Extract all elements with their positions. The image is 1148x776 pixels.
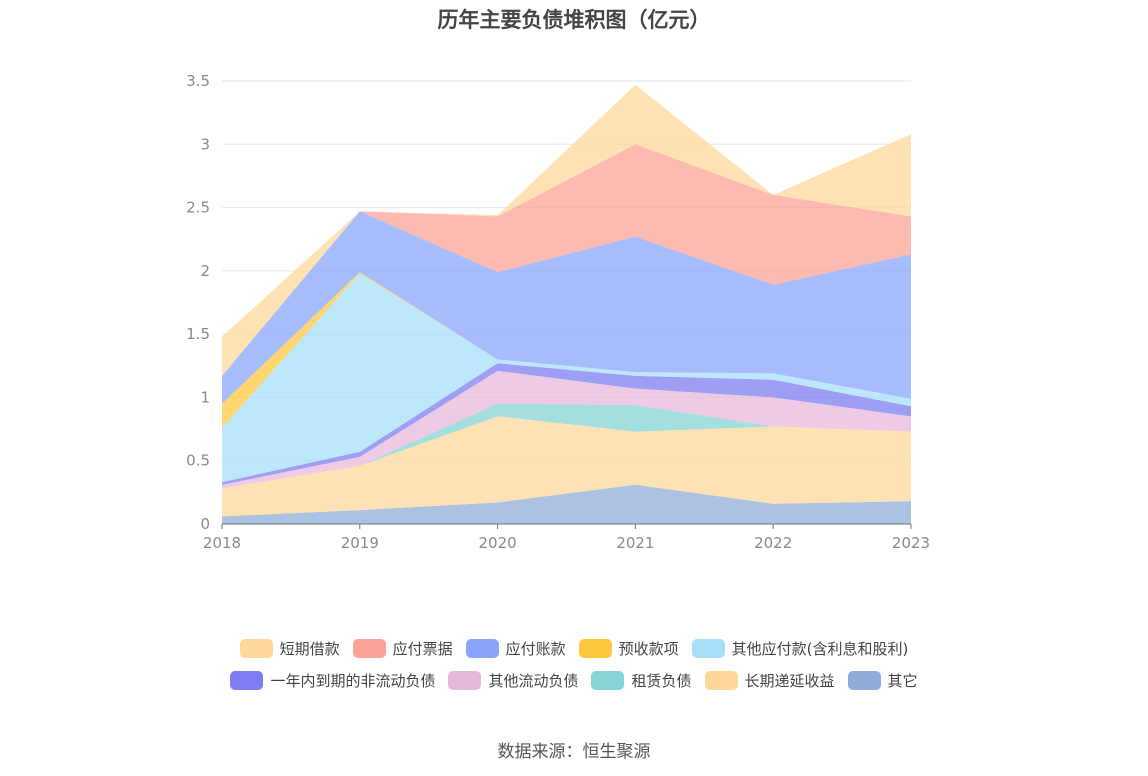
legend-label: 预收款项 bbox=[618, 640, 679, 658]
legend-swatch bbox=[230, 671, 264, 690]
x-tick-label: 2023 bbox=[892, 534, 930, 552]
legend-row: 一年内到期的非流动负债 其他流动负债 租赁负债 长期递延收益 其它 bbox=[0, 670, 1148, 691]
y-tick-label: 0.5 bbox=[186, 452, 210, 470]
legend-label: 应付账款 bbox=[505, 640, 566, 658]
legend-item[interactable]: 其他流动负债 bbox=[448, 670, 578, 691]
y-tick-label: 3.5 bbox=[186, 72, 210, 90]
legend: 短期借款 应付票据 应付账款 预收款项 其他应付款(含利息和股利) 一年内到期的非流动负… bbox=[0, 638, 1148, 702]
legend-item[interactable]: 其它 bbox=[847, 670, 918, 691]
area-series-3 bbox=[222, 370, 911, 489]
chart-title: 历年主要负债堆积图（亿元） bbox=[437, 8, 711, 32]
legend-swatch bbox=[847, 671, 881, 690]
legend-label: 应付票据 bbox=[392, 640, 453, 658]
legend-label: 一年内到期的非流动负债 bbox=[270, 672, 436, 690]
legend-swatch bbox=[239, 639, 273, 658]
legend-label: 其他流动负债 bbox=[488, 672, 579, 690]
x-tick-label: 2019 bbox=[341, 534, 379, 552]
y-tick-label: 3 bbox=[200, 135, 210, 153]
y-tick-label: 1 bbox=[200, 388, 210, 406]
x-tick-label: 2020 bbox=[479, 534, 517, 552]
x-tick-label: 2021 bbox=[616, 534, 654, 552]
y-tick-label: 2.5 bbox=[186, 199, 210, 217]
area-series-8 bbox=[222, 144, 911, 376]
legend-label: 长期递延收益 bbox=[744, 672, 835, 690]
y-tick-label: 2 bbox=[200, 262, 210, 280]
data-source: 数据来源：恒生聚源 bbox=[497, 742, 651, 762]
legend-item[interactable]: 应付票据 bbox=[352, 638, 453, 659]
legend-label: 其他应付款(含利息和股利) bbox=[731, 640, 909, 658]
legend-swatch bbox=[591, 671, 625, 690]
legend-swatch bbox=[704, 671, 738, 690]
area-series-4 bbox=[222, 363, 911, 485]
legend-swatch bbox=[352, 639, 386, 658]
legend-item[interactable]: 应付账款 bbox=[465, 638, 566, 659]
area-series-5 bbox=[222, 273, 911, 483]
legend-swatch bbox=[465, 639, 499, 658]
legend-item[interactable]: 长期递延收益 bbox=[704, 670, 835, 691]
x-tick-label: 2018 bbox=[203, 534, 241, 552]
legend-swatch bbox=[691, 639, 725, 658]
legend-row: 短期借款 应付票据 应付账款 预收款项 其他应付款(含利息和股利) bbox=[0, 638, 1148, 659]
legend-swatch bbox=[578, 639, 612, 658]
y-tick-label: 1.5 bbox=[186, 325, 210, 343]
x-tick-label: 2022 bbox=[754, 534, 792, 552]
legend-item[interactable]: 短期借款 bbox=[239, 638, 340, 659]
legend-label: 租赁负债 bbox=[631, 672, 692, 690]
legend-swatch bbox=[448, 671, 482, 690]
legend-item[interactable]: 租赁负债 bbox=[591, 670, 692, 691]
legend-item[interactable]: 其他应付款(含利息和股利) bbox=[691, 638, 909, 659]
legend-item[interactable]: 预收款项 bbox=[578, 638, 679, 659]
area-series-2 bbox=[222, 403, 911, 489]
stacked-area-chart: 0 0.5 1 1.5 2 2.5 3 3.5 2018 2019 2020 2021 2022 2023 bbox=[186, 72, 930, 552]
area-series-0 bbox=[222, 484, 911, 524]
legend-label: 其它 bbox=[887, 672, 918, 690]
legend-label: 短期借款 bbox=[279, 640, 340, 658]
area-series-7 bbox=[222, 211, 911, 404]
area-series-1 bbox=[222, 416, 911, 517]
legend-item[interactable]: 一年内到期的非流动负债 bbox=[230, 670, 435, 691]
y-tick-label: 0 bbox=[200, 515, 210, 533]
axes: 0 0.5 1 1.5 2 2.5 3 3.5 2018 2019 2020 2021 2022 2023 bbox=[186, 72, 930, 552]
area-series bbox=[222, 84, 911, 524]
